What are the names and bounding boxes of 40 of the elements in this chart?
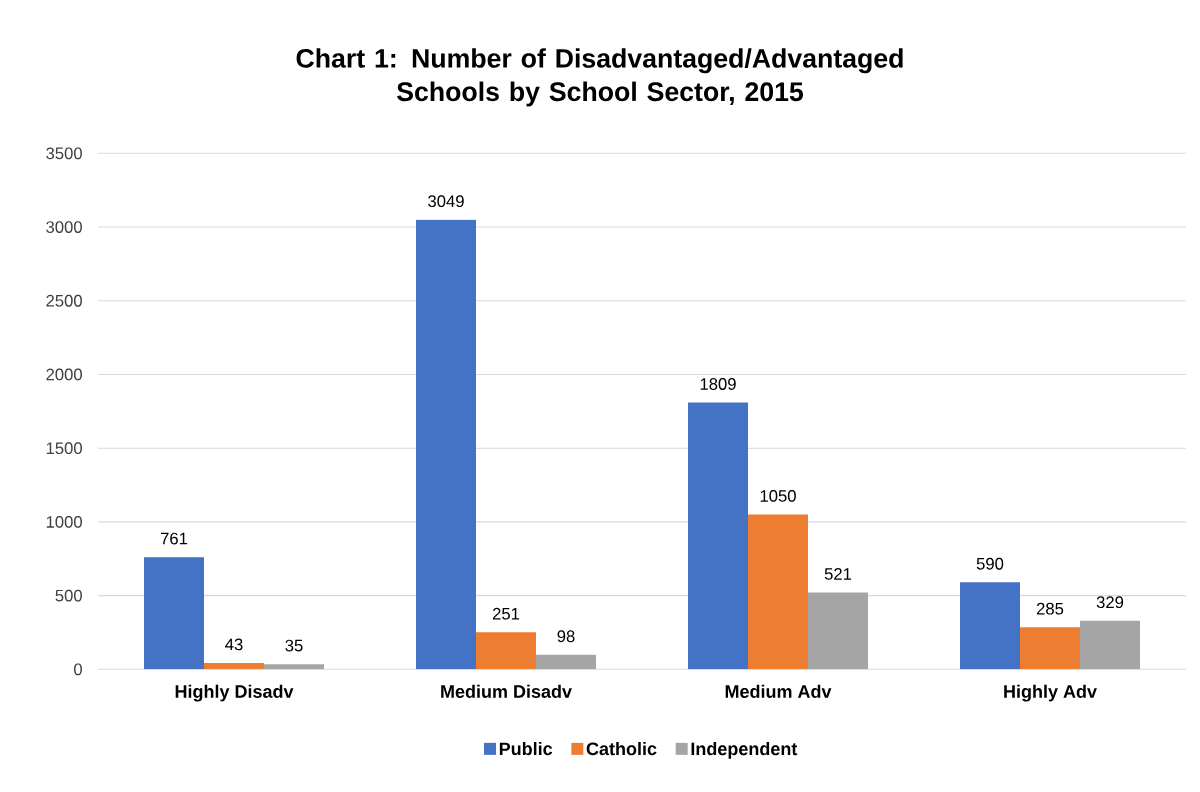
data-label: 1050 [760,490,796,502]
bar [808,592,868,670]
bar [536,654,597,670]
bar [476,632,536,670]
x-tick-label: Medium Disadv [441,684,572,698]
data-label: 590 [976,557,1004,570]
data-label: 285 [1036,602,1064,615]
y-tick-label: 1500 [46,442,82,455]
bar [1020,627,1080,670]
legend-label: Independent [691,742,798,759]
bar [960,582,1020,670]
data-label: 521 [824,568,852,580]
y-tick-label: 0 [74,663,82,676]
data-label: 98 [557,630,575,643]
data-label: 761 [160,532,188,545]
data-label: 329 [1096,596,1124,609]
data-label: 43 [225,638,243,651]
y-tick-label: 500 [55,589,82,602]
x-tick-label: Highly Adv [1004,684,1097,702]
bar [204,662,265,670]
data-label: 3049 [428,195,464,208]
y-tick-label: 3500 [46,147,82,160]
bar [688,402,748,670]
x-tick-label: Medium Adv [725,684,832,698]
bar [1080,620,1140,670]
bar [144,557,205,670]
data-label: 1809 [700,378,736,390]
y-tick-label: 1000 [46,516,82,528]
bar [264,664,325,670]
y-tick-label: 3000 [46,221,82,233]
legend-label: Public [499,742,553,756]
data-label: 251 [492,607,520,620]
legend-label: Catholic [586,742,657,756]
bar [748,514,808,670]
x-tick-label: Highly Disadv [175,684,294,702]
bar [416,219,476,670]
data-label: 35 [285,639,303,652]
y-tick-label: 2500 [46,294,82,307]
y-tick-label: 2000 [46,368,82,381]
chart-title: Chart 1: Number of Disadvantaged/Advantaged Schools by School Sector, 2015 [296,48,903,107]
